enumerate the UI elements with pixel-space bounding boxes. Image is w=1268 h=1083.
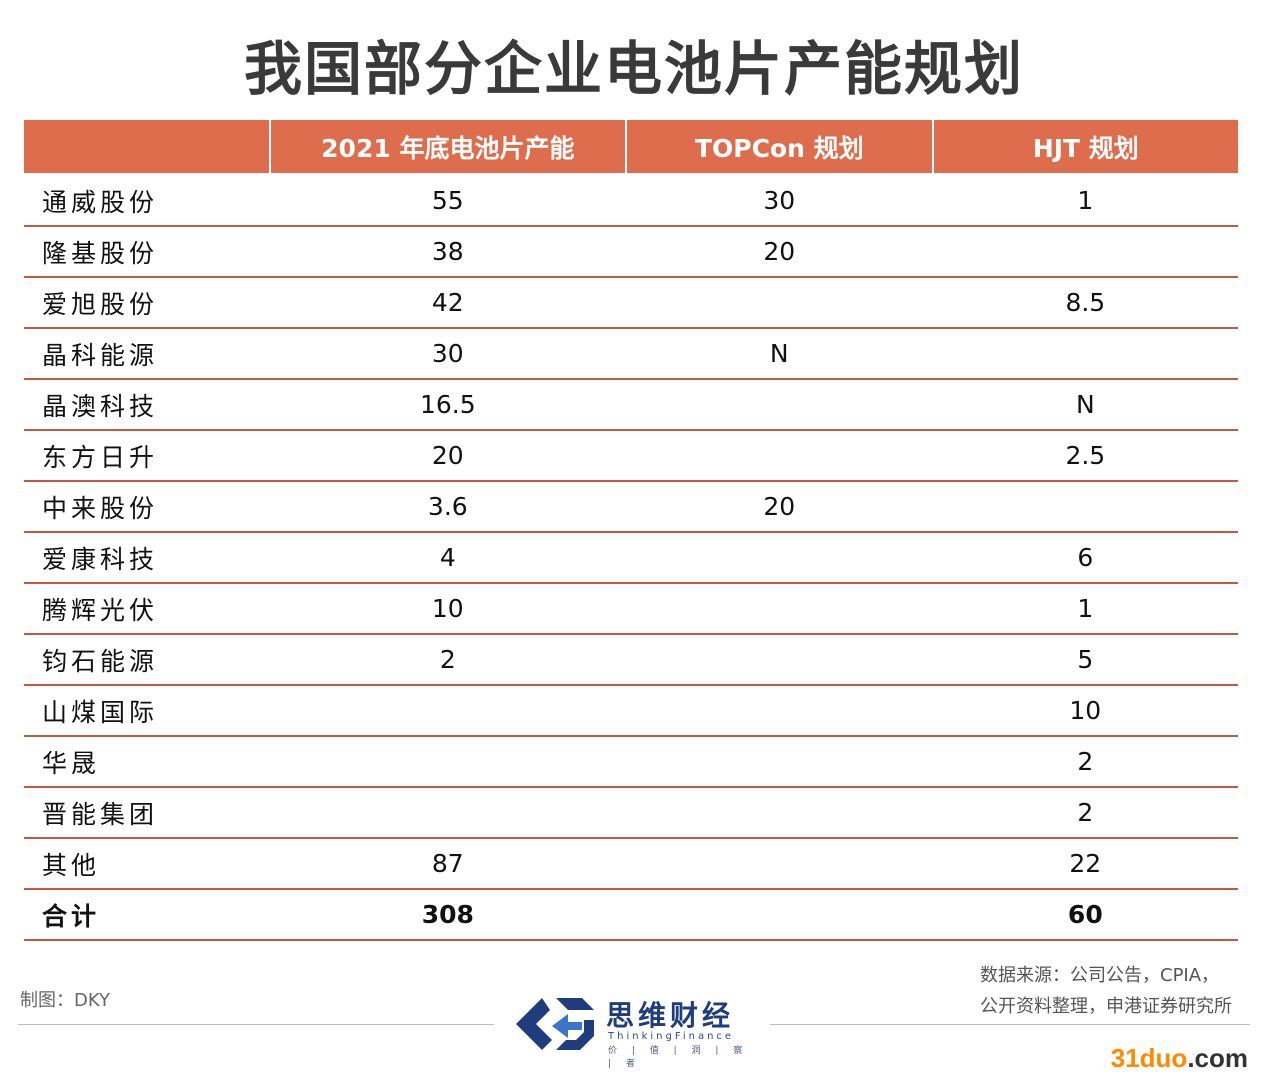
cell-topcon-plan <box>625 532 933 584</box>
cell-topcon-plan <box>625 736 933 788</box>
cell-company: 钧石能源 <box>24 634 270 686</box>
cell-hjt-plan: 1 <box>932 174 1238 227</box>
header-2021-capacity: 2021 年底电池片产能 <box>268 120 626 176</box>
cell-topcon-plan <box>625 787 933 839</box>
logo-motto: 价 | 值 | 洞 | 察 | 者 <box>608 1046 749 1069</box>
data-source: 数据来源：公司公告，CPIA， 公开资料整理，申港证券研究所 <box>980 960 1250 1022</box>
table-row: 东方日升 20 2.5 <box>24 430 1238 482</box>
cell-company: 爱旭股份 <box>24 277 270 329</box>
table-row: 通威股份 55 30 1 <box>24 174 1238 227</box>
cell-topcon-plan <box>625 634 933 686</box>
watermark-suffix: .com <box>1187 1043 1248 1073</box>
cell-company: 合计 <box>24 889 270 941</box>
table-row: 爱旭股份 42 8.5 <box>24 277 1238 329</box>
cell-2021-capacity: 308 <box>269 889 626 941</box>
cell-hjt-plan: 6 <box>932 532 1238 584</box>
cell-hjt-plan <box>932 226 1238 278</box>
table-row: 华晟 2 <box>24 736 1238 788</box>
cell-topcon-plan <box>625 430 933 482</box>
cell-company: 腾辉光伏 <box>24 583 270 635</box>
table-row: 晶科能源 30 N <box>24 328 1238 380</box>
cell-hjt-plan: 2.5 <box>932 430 1238 482</box>
cell-topcon-plan: 20 <box>625 481 933 533</box>
table-header-row: 2021 年底电池片产能 TOPCon 规划 HJT 规划 <box>24 120 1238 176</box>
table-row: 中来股份 3.6 20 <box>24 481 1238 533</box>
watermark-prefix: 31duo <box>1110 1043 1188 1073</box>
cell-company: 东方日升 <box>24 430 270 482</box>
cell-company: 晋能集团 <box>24 787 270 839</box>
cell-company: 隆基股份 <box>24 226 270 278</box>
header-hjt-plan: HJT 规划 <box>931 120 1238 176</box>
thinking-finance-logo-icon <box>516 998 594 1050</box>
cell-company: 中来股份 <box>24 481 270 533</box>
cell-hjt-plan: 5 <box>932 634 1238 686</box>
cell-2021-capacity: 55 <box>269 174 626 227</box>
table-row: 钧石能源 2 5 <box>24 634 1238 686</box>
cell-company: 晶澳科技 <box>24 379 270 431</box>
cell-2021-capacity: 87 <box>269 838 626 890</box>
footer-divider-left <box>18 1024 494 1025</box>
table-row: 山煤国际 10 <box>24 685 1238 737</box>
cell-hjt-plan: 1 <box>932 583 1238 635</box>
cell-hjt-plan: 22 <box>932 838 1238 890</box>
table-row: 隆基股份 38 20 <box>24 226 1238 278</box>
capacity-table: 2021 年底电池片产能 TOPCon 规划 HJT 规划 通威股份 55 30 1 隆… <box>24 120 1238 941</box>
logo-english: ThinkingFinance <box>608 1031 735 1042</box>
cell-company: 山煤国际 <box>24 685 270 737</box>
chart-credit: 制图：DKY <box>20 990 111 1011</box>
cell-hjt-plan: 10 <box>932 685 1238 737</box>
cell-hjt-plan: N <box>932 379 1238 431</box>
cell-company: 其他 <box>24 838 270 890</box>
cell-hjt-plan <box>932 481 1238 533</box>
table-row: 晋能集团 2 <box>24 787 1238 839</box>
cell-topcon-plan: 20 <box>625 226 933 278</box>
cell-topcon-plan <box>625 379 933 431</box>
page-title: 我国部分企业电池片产能规划 <box>243 35 1024 103</box>
cell-company: 爱康科技 <box>24 532 270 584</box>
cell-hjt-plan: 8.5 <box>932 277 1238 329</box>
footer-divider-right <box>770 1024 1250 1025</box>
cell-2021-capacity: 20 <box>269 430 626 482</box>
cell-hjt-plan: 2 <box>932 736 1238 788</box>
cell-topcon-plan <box>625 889 933 941</box>
site-watermark: 31duo.com <box>1111 1043 1248 1074</box>
cell-topcon-plan: 30 <box>625 174 933 227</box>
logo-name: 思维财经 <box>606 999 735 1032</box>
cell-topcon-plan <box>625 838 933 890</box>
cell-2021-capacity: 38 <box>269 226 626 278</box>
table-row: 晶澳科技 16.5 N <box>24 379 1238 431</box>
cell-2021-capacity: 3.6 <box>269 481 626 533</box>
cell-company: 通威股份 <box>24 174 270 227</box>
cell-topcon-plan <box>625 277 933 329</box>
cell-2021-capacity: 4 <box>269 532 626 584</box>
header-company <box>24 120 270 176</box>
cell-company: 晶科能源 <box>24 328 270 380</box>
cell-2021-capacity: 42 <box>269 277 626 329</box>
cell-topcon-plan <box>625 685 933 737</box>
cell-company: 华晟 <box>24 736 270 788</box>
cell-2021-capacity: 16.5 <box>269 379 626 431</box>
brand-logo: 思维财经 ThinkingFinance 价 | 值 | 洞 | 察 | 者 <box>512 990 762 1069</box>
table-total-row: 合计 308 60 <box>24 889 1238 941</box>
cell-2021-capacity <box>269 787 626 839</box>
cell-topcon-plan <box>625 583 933 635</box>
cell-2021-capacity: 10 <box>269 583 626 635</box>
cell-2021-capacity: 30 <box>269 328 626 380</box>
source-line-1: 数据来源：公司公告，CPIA， <box>980 965 1220 986</box>
table-row: 爱康科技 4 6 <box>24 532 1238 584</box>
cell-topcon-plan: N <box>625 328 933 380</box>
cell-2021-capacity <box>269 685 626 737</box>
header-topcon-plan: TOPCon 规划 <box>624 120 933 176</box>
cell-hjt-plan: 60 <box>932 889 1238 941</box>
source-line-2: 公开资料整理，申港证券研究所 <box>980 996 1232 1017</box>
cell-2021-capacity <box>269 736 626 788</box>
table-row: 腾辉光伏 10 1 <box>24 583 1238 635</box>
cell-hjt-plan <box>932 328 1238 380</box>
cell-hjt-plan: 2 <box>932 787 1238 839</box>
cell-2021-capacity: 2 <box>269 634 626 686</box>
table-row: 其他 87 22 <box>24 838 1238 890</box>
